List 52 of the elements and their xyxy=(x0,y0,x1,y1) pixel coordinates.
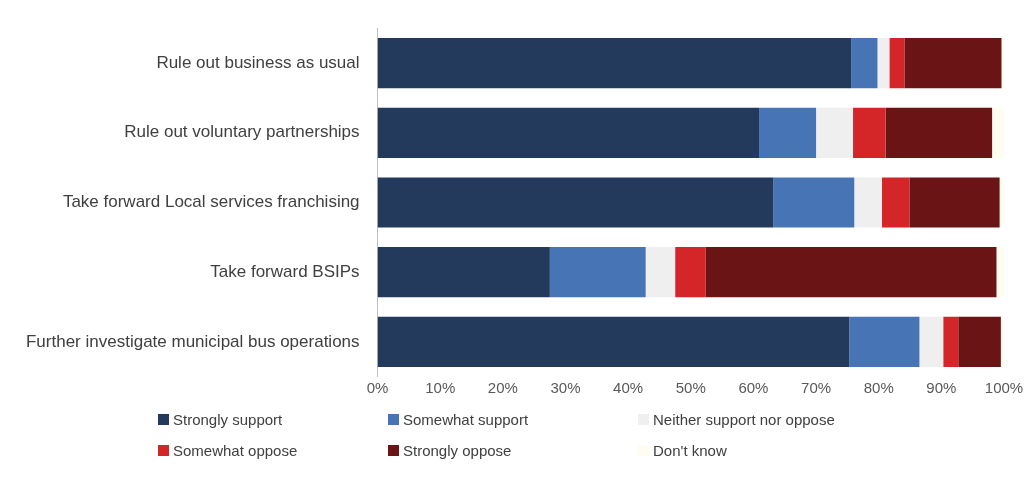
bar xyxy=(377,37,852,89)
x-tick-label: 50% xyxy=(675,378,706,396)
bar xyxy=(885,107,993,158)
x-tick-label: 0% xyxy=(366,378,389,396)
bar xyxy=(759,107,817,158)
bar xyxy=(881,177,910,228)
bar xyxy=(909,177,1000,228)
x-tick-label: 20% xyxy=(487,378,518,396)
bar xyxy=(996,247,1004,298)
y-tick-label: Rule out business as usual xyxy=(156,52,360,72)
bar xyxy=(1001,37,1004,89)
y-tick-label: Further investigate municipal bus operations xyxy=(25,331,360,351)
x-tick-label: 100% xyxy=(984,378,1024,396)
y-tick-label: Take forward Local services franchising xyxy=(62,192,360,212)
bar xyxy=(705,247,997,298)
bar xyxy=(675,247,706,298)
legend-label: Somewhat support xyxy=(403,411,529,428)
bar xyxy=(919,316,944,368)
bar xyxy=(645,247,676,298)
bar xyxy=(854,177,882,228)
bar xyxy=(877,37,890,89)
legend-label: Strongly support xyxy=(173,411,283,428)
bar xyxy=(377,316,850,368)
y-tick-label: Take forward BSIPs xyxy=(210,261,360,281)
bar xyxy=(773,177,855,228)
bar xyxy=(904,37,1002,89)
bar xyxy=(1000,316,1004,368)
x-tick-label: 90% xyxy=(926,378,957,396)
bar xyxy=(889,37,905,89)
legend-label: Somewhat oppose xyxy=(173,442,298,459)
bar xyxy=(377,247,550,298)
x-tick-label: 30% xyxy=(550,378,581,396)
bar xyxy=(849,316,920,368)
x-tick-label: 60% xyxy=(738,378,769,396)
bar xyxy=(377,177,774,228)
legend-label: Don't know xyxy=(653,442,727,459)
x-tick-label: 10% xyxy=(425,378,456,396)
bar xyxy=(992,107,1004,158)
bar xyxy=(943,316,959,368)
bar xyxy=(958,316,1001,368)
bar xyxy=(377,107,760,158)
x-tick-label: 40% xyxy=(613,378,644,396)
bar xyxy=(816,107,854,158)
bar xyxy=(549,247,646,298)
legend-label: Neither support nor oppose xyxy=(653,411,835,428)
legend-label: Strongly oppose xyxy=(403,442,512,459)
x-tick-label: 80% xyxy=(863,378,894,396)
bar xyxy=(999,177,1004,228)
bar xyxy=(851,37,878,89)
x-tick-label: 70% xyxy=(801,378,832,396)
y-tick-label: Rule out voluntary partnerships xyxy=(124,122,360,142)
bar xyxy=(853,107,886,158)
